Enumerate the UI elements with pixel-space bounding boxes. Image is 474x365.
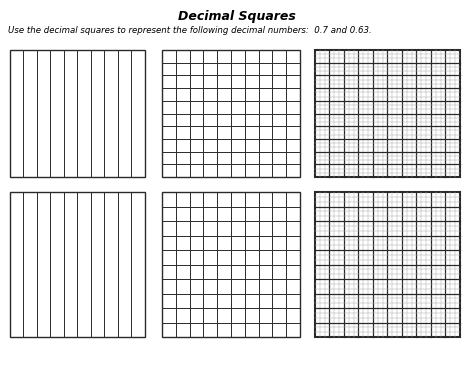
Bar xyxy=(10,192,145,337)
Bar xyxy=(315,192,460,337)
Bar xyxy=(162,50,300,177)
Bar xyxy=(315,50,460,177)
Text: Use the decimal squares to represent the following decimal numbers:  0.7 and 0.6: Use the decimal squares to represent the… xyxy=(8,26,372,35)
Bar xyxy=(162,192,300,337)
Bar xyxy=(10,50,145,177)
Text: Decimal Squares: Decimal Squares xyxy=(178,10,296,23)
